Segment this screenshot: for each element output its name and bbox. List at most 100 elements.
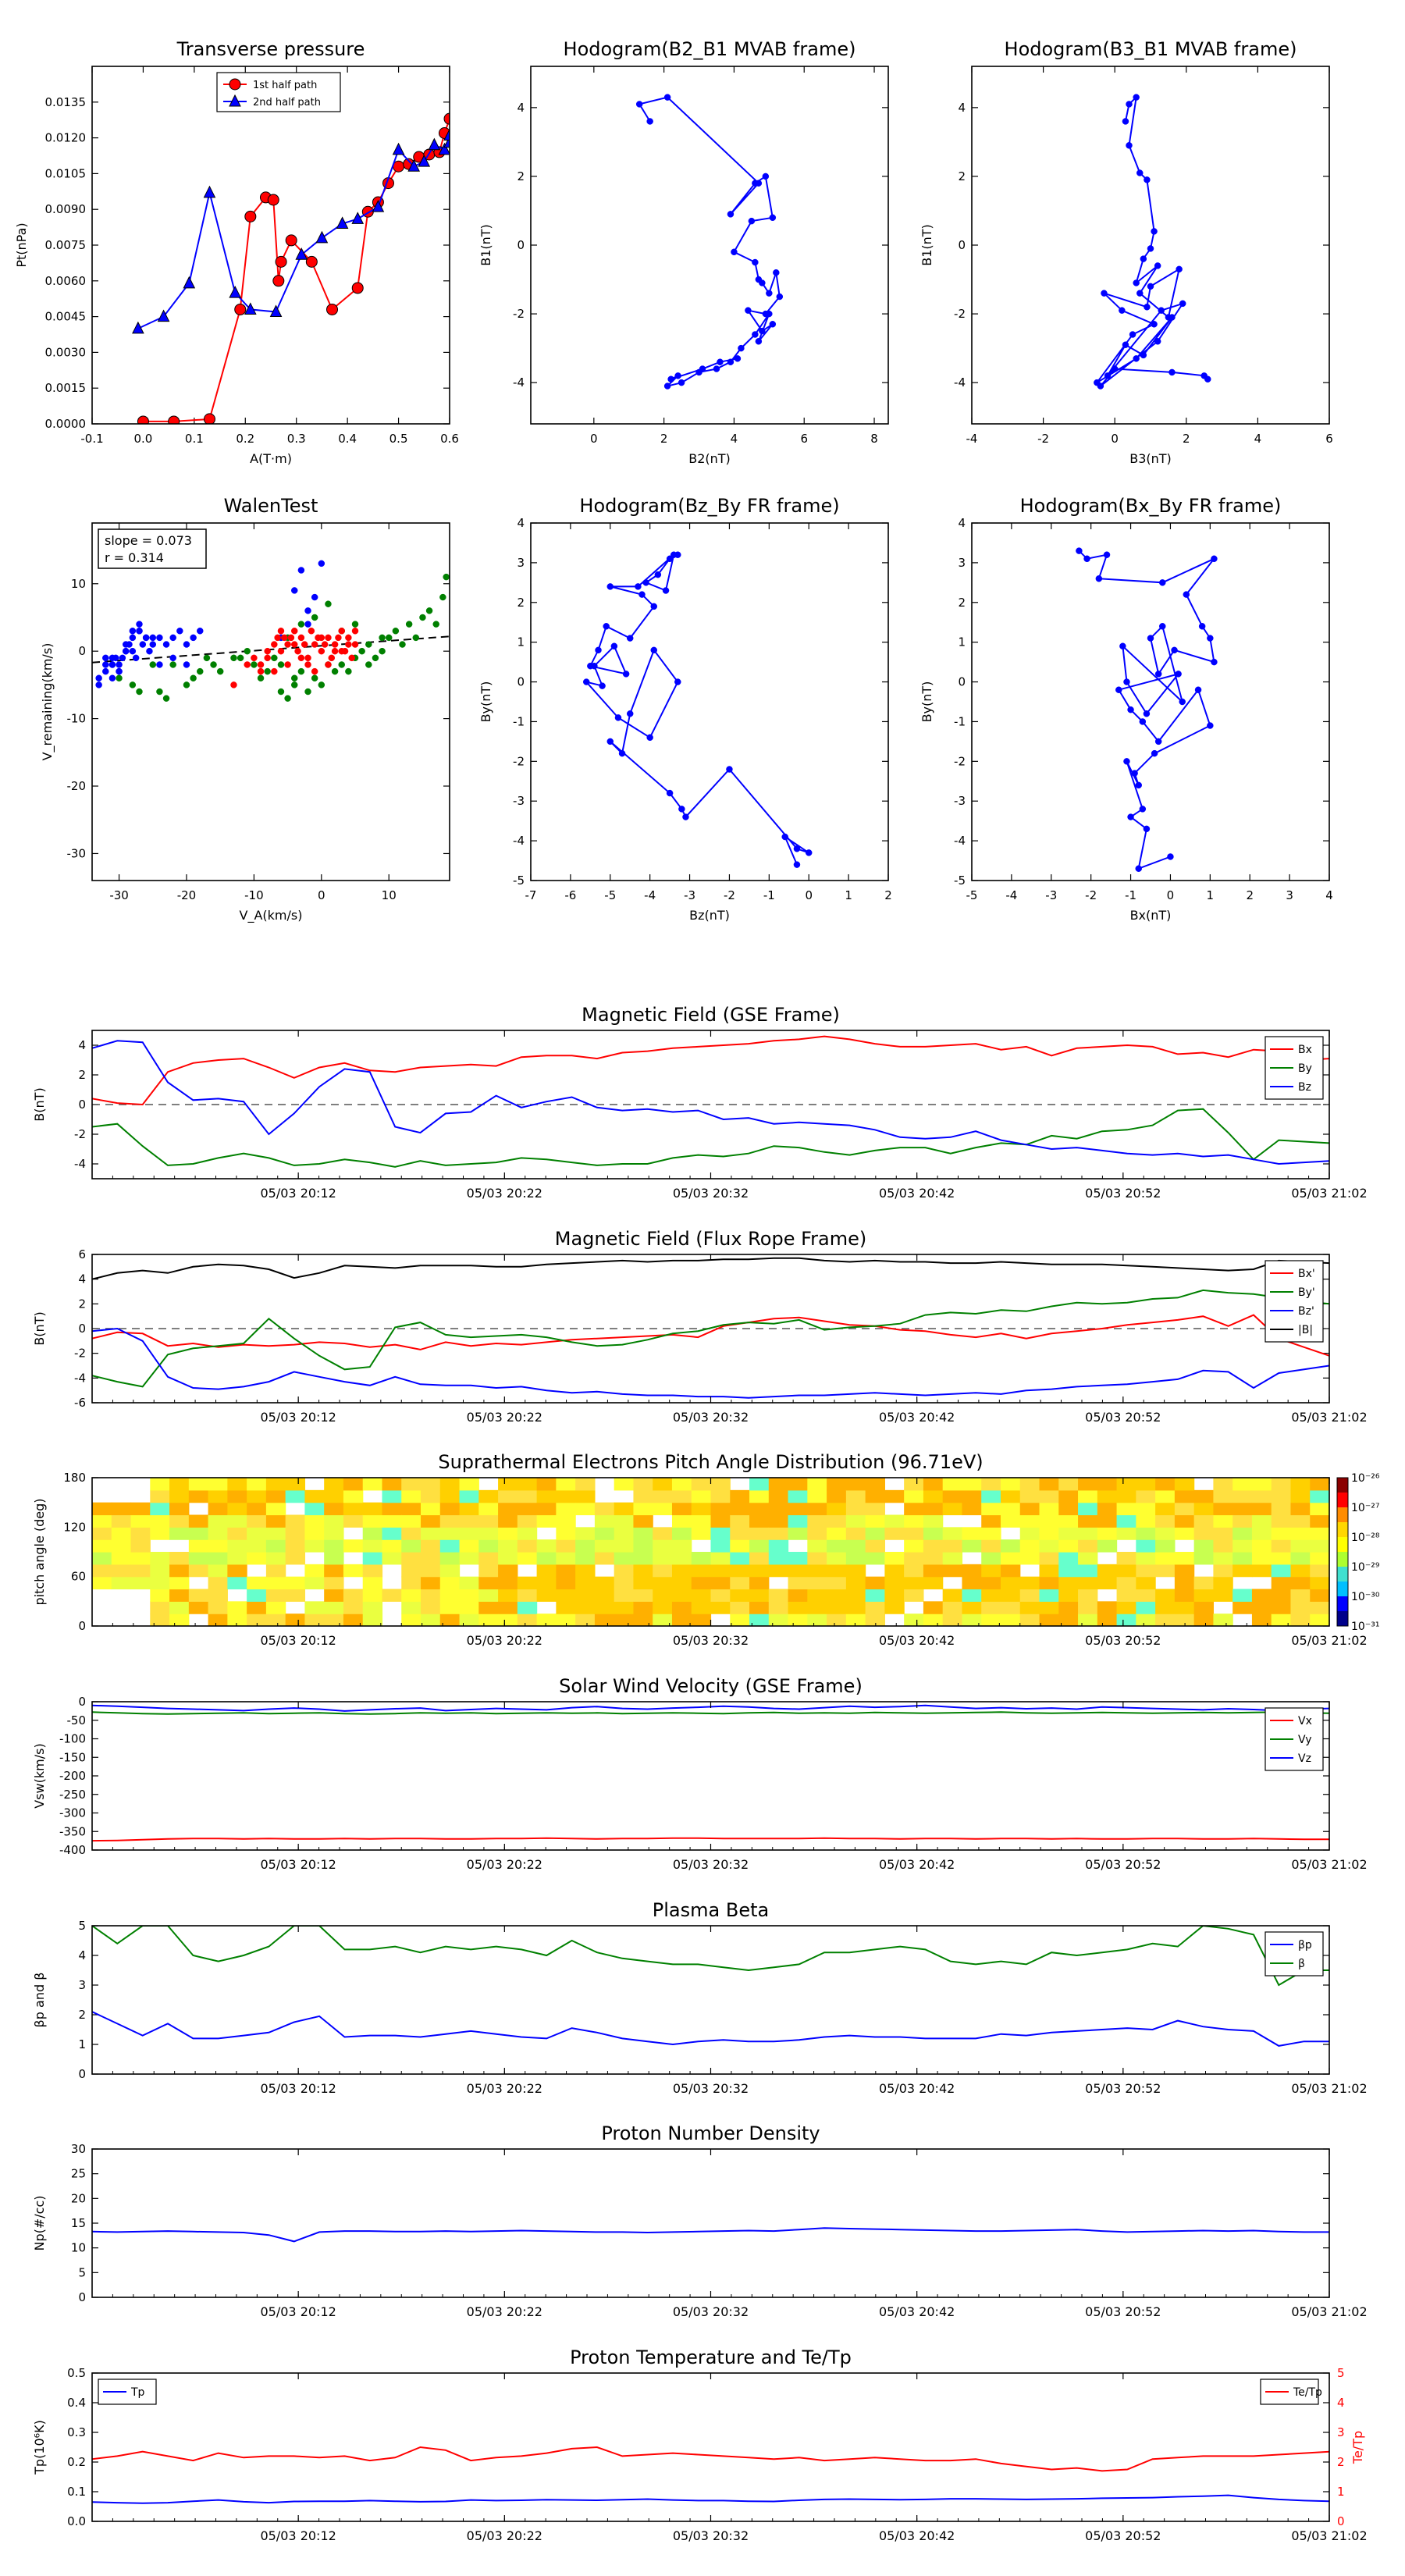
series-0-point bbox=[1133, 355, 1140, 362]
series-0-point bbox=[699, 365, 706, 372]
heatmap-cell bbox=[671, 1576, 692, 1590]
plot-area bbox=[92, 1478, 1329, 1626]
heatmap-cell bbox=[304, 1539, 325, 1553]
heatmap-cell bbox=[614, 1514, 635, 1528]
series-0-point bbox=[582, 678, 590, 685]
heatmap-cell bbox=[556, 1601, 576, 1614]
heatmap-cell bbox=[730, 1564, 750, 1578]
series-0-point bbox=[311, 593, 318, 601]
heatmap-cell bbox=[459, 1502, 479, 1516]
heatmap-cell bbox=[285, 1614, 306, 1626]
heatmap-cell bbox=[594, 1552, 615, 1565]
y-tick-label: 0.0075 bbox=[45, 238, 87, 252]
series-by-line bbox=[92, 1289, 1329, 1388]
heatmap-cell bbox=[827, 1514, 847, 1528]
heatmap-cell bbox=[1078, 1576, 1098, 1590]
x-tick-label: -3 bbox=[684, 888, 695, 902]
heatmap-cell bbox=[1290, 1552, 1311, 1565]
heatmap-cell bbox=[498, 1514, 518, 1528]
heatmap-cell bbox=[653, 1589, 673, 1602]
colorbar-segment bbox=[1337, 1493, 1348, 1508]
y-tick-label: 2 bbox=[517, 596, 525, 610]
y-tick-label: 4 bbox=[958, 516, 966, 530]
heatmap-cell bbox=[556, 1576, 576, 1590]
heatmap-cell bbox=[962, 1527, 982, 1540]
series-2-point bbox=[311, 641, 318, 648]
heatmap-cell bbox=[1232, 1539, 1253, 1553]
series-1-point bbox=[230, 654, 237, 662]
heatmap-cell bbox=[362, 1527, 383, 1540]
series-0-point bbox=[162, 641, 170, 648]
series-0-point bbox=[1154, 338, 1161, 345]
heatmap-cell bbox=[845, 1527, 866, 1540]
y-tick-label: -2 bbox=[954, 754, 966, 768]
heatmap-cell bbox=[304, 1614, 325, 1626]
heatmap-cell bbox=[827, 1552, 847, 1565]
series-0-point bbox=[606, 738, 614, 745]
heatmap-cell bbox=[439, 1601, 461, 1614]
chart-title: Hodogram(Bx_By FR frame) bbox=[1020, 495, 1282, 517]
heatmap-cell bbox=[942, 1614, 963, 1626]
heatmap-cell bbox=[884, 1564, 905, 1578]
heatmap-cell bbox=[845, 1576, 866, 1590]
heatmap-cell bbox=[827, 1614, 847, 1626]
heatmap-cell bbox=[1116, 1527, 1136, 1540]
series-0-point bbox=[626, 710, 634, 717]
series-0-point bbox=[1207, 722, 1214, 729]
heatmap-cell bbox=[265, 1502, 286, 1516]
y-axis-label: By(nT) bbox=[478, 681, 493, 723]
heatmap-cell bbox=[1155, 1589, 1176, 1602]
heatmap-cell bbox=[1078, 1527, 1098, 1540]
series-0-point bbox=[1158, 307, 1165, 314]
heatmap-cell bbox=[1193, 1552, 1215, 1565]
y-axis-label: Np(#/cc) bbox=[32, 2196, 47, 2251]
heatmap-cell bbox=[1039, 1589, 1059, 1602]
x-tick-label: 3 bbox=[1286, 888, 1293, 902]
heatmap-cell bbox=[923, 1502, 944, 1516]
heatmap-cell bbox=[227, 1489, 247, 1503]
series-0-point bbox=[297, 567, 305, 574]
y-tick-label: 4 bbox=[78, 1272, 86, 1286]
heatmap-cell bbox=[130, 1502, 151, 1516]
heatmap-cell bbox=[981, 1478, 1001, 1491]
heatmap-cell bbox=[653, 1489, 673, 1503]
series-0-point bbox=[663, 94, 671, 101]
heatmap-cell bbox=[1251, 1589, 1272, 1602]
heatmap-cell bbox=[710, 1576, 731, 1590]
y-tick-label: 0.0135 bbox=[45, 95, 87, 109]
series-0-point bbox=[759, 327, 766, 335]
heatmap-cell bbox=[401, 1539, 422, 1553]
series-2-point bbox=[257, 661, 265, 668]
chart-title: Proton Temperature and Te/Tp bbox=[570, 2347, 852, 2368]
heatmap-cell bbox=[671, 1614, 692, 1626]
heatmap-cell bbox=[498, 1589, 518, 1602]
heatmap-cell bbox=[265, 1514, 286, 1528]
series-1-point bbox=[257, 674, 265, 682]
series-0-point bbox=[748, 217, 756, 225]
series-0-point bbox=[1179, 698, 1186, 706]
heatmap-cell bbox=[439, 1564, 461, 1578]
heatmap-cell bbox=[304, 1576, 325, 1590]
series-0-point bbox=[1133, 279, 1140, 286]
series-2nd-half-path-point bbox=[407, 159, 421, 172]
series-0-point bbox=[1127, 706, 1134, 713]
heatmap-cell bbox=[1174, 1489, 1195, 1503]
y-axis-label: V_remaining(km/s) bbox=[40, 643, 55, 761]
chart-title: Plasma Beta bbox=[653, 1899, 769, 1921]
y-tick-label: -200 bbox=[59, 1769, 86, 1783]
heatmap-cell bbox=[208, 1514, 228, 1528]
heatmap-cell bbox=[865, 1576, 885, 1590]
series-1-point bbox=[399, 641, 406, 648]
heatmap-cell bbox=[362, 1478, 383, 1491]
time-tick-label: 05/03 20:52 bbox=[1085, 2528, 1161, 2543]
heatmap-cell bbox=[788, 1552, 808, 1565]
heatmap-cell bbox=[265, 1552, 286, 1565]
heatmap-cell bbox=[865, 1502, 885, 1516]
heatmap-cell bbox=[1271, 1489, 1292, 1503]
heatmap-cell bbox=[130, 1527, 151, 1540]
heatmap-cell bbox=[265, 1576, 286, 1590]
series-0-point bbox=[1097, 382, 1104, 390]
series-2-point bbox=[287, 634, 295, 642]
time-tick-label: 05/03 20:32 bbox=[673, 2304, 749, 2319]
heatmap-cell bbox=[691, 1478, 712, 1491]
